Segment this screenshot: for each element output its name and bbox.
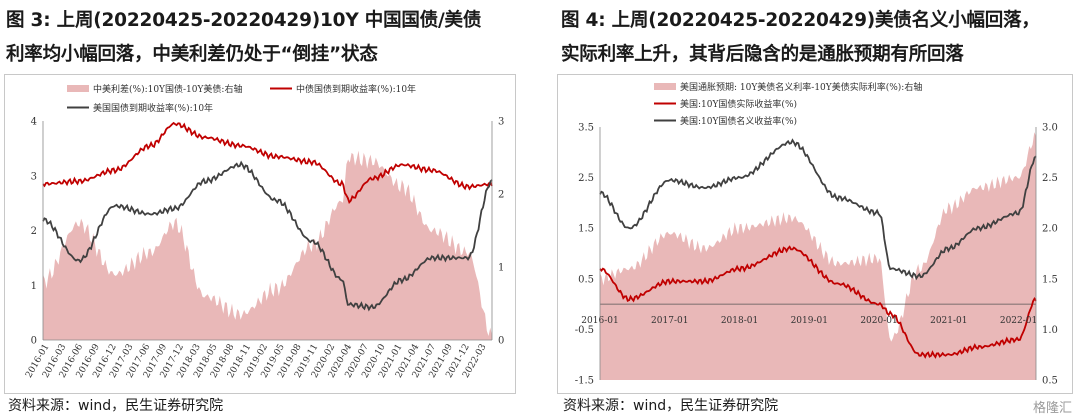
y-tick-label-left: 3.5 [578, 123, 594, 134]
y-tick-label-right: 2.0 [1042, 224, 1058, 235]
y-tick-label-right: 2 [498, 190, 504, 201]
y-tick-label-right: 0.5 [1042, 376, 1058, 387]
legend-label: 中债国债到期收益率(%):10年 [296, 83, 416, 95]
line-series-nominal-yield [599, 138, 1037, 281]
legend-swatch [654, 83, 676, 90]
y-tick-label-left: 2 [31, 226, 37, 237]
y-tick-label-right: 1.0 [1042, 325, 1058, 336]
chart-panel-right: 图 4: 上周(20220425-20220429)美债名义小幅回落， 实际利率… [555, 0, 1080, 420]
chart-title-line-1: 图 3: 上周(20220425-20220429)10Y 中国国债/美债 [6, 10, 482, 31]
y-tick-label-right: 1 [498, 263, 504, 274]
legend-label: 美国国债到期收益率(%):10年 [93, 102, 213, 114]
legend-swatch [67, 85, 89, 92]
watermark-logo: 格隆汇 [1032, 401, 1072, 416]
line-chart: 中美利差(%):10Y国债-10Y美债:右轴 中债国债到期收益率(%):10年美国… [24, 83, 504, 380]
area-series-breakeven [600, 132, 1036, 380]
line-chart: 美国通胀预期: 10Y美债名义利率-10Y美债实际利率(%):右轴美国:10Y国… [575, 81, 1058, 387]
y-tick-label-left: -1.5 [575, 376, 594, 387]
chart-frame: 美国通胀预期: 10Y美债名义利率-10Y美债实际利率(%):右轴 美国:10Y国… [557, 74, 1073, 394]
line-series-us-10y-yield [42, 160, 493, 312]
x-tick-label: 2016-01 [581, 316, 618, 326]
y-tick-label-left: 0 [31, 336, 37, 347]
x-tick-label: 2022-01 [1000, 316, 1037, 326]
line-series-real-yield [599, 245, 1037, 359]
y-tick-label-right: 0 [498, 336, 504, 347]
y-tick-label-left: -0.5 [575, 325, 594, 336]
y-tick-label-left: 4 [31, 117, 37, 128]
y-tick-label-left: 3 [31, 171, 37, 182]
chart-title-line-2: 利率均小幅回落，中美利差仍处于“倒挂”状态 [6, 44, 378, 65]
x-tick-label: 2017-01 [651, 316, 688, 326]
y-tick-label-right: 3.0 [1042, 123, 1058, 134]
legend-label: 美国通胀预期: 10Y美债名义利率-10Y美债实际利率(%):右轴 [680, 81, 922, 93]
chart-title-line-1: 图 4: 上周(20220425-20220429)美债名义小幅回落， [561, 10, 1040, 31]
source-note: 资料来源：wind，民生证券研究院 [8, 398, 224, 414]
chart-panel-left: 图 3: 上周(20220425-20220429)10Y 中国国债/美债 利率… [4, 4, 526, 414]
legend-label: 中美利差(%):10Y国债-10Y美债:右轴 [93, 83, 242, 95]
chart-title: 图 4: 上周(20220425-20220429)美债名义小幅回落， 实际利率… [561, 4, 1080, 72]
area-series-spread [43, 150, 492, 340]
chart-title-line-2: 实际利率上升，其背后隐含的是通胀预期有所回落 [561, 44, 964, 65]
legend-label: 美国:10Y国债名义收益率(%) [680, 115, 797, 127]
line-series-cn-10y-yield [42, 121, 493, 205]
y-tick-label-left: 1 [31, 281, 37, 292]
y-tick-label-right: 1.5 [1042, 274, 1058, 285]
x-tick-label: 2018-01 [721, 316, 758, 326]
y-tick-label-right: 3 [498, 117, 504, 128]
y-tick-label-right: 2.5 [1042, 173, 1058, 184]
x-tick-label: 2019-01 [791, 316, 828, 326]
y-tick-label-left: 0.5 [578, 274, 594, 285]
y-tick-label-left: 1.5 [578, 224, 594, 235]
x-tick-label: 2020-01 [860, 316, 897, 326]
chart-title: 图 3: 上周(20220425-20220429)10Y 中国国债/美债 利率… [6, 4, 526, 72]
y-tick-label-left: 2.5 [578, 173, 594, 184]
legend-label: 美国:10Y国债实际收益率(%) [680, 98, 797, 110]
x-tick-label: 2021-01 [930, 316, 967, 326]
chart-frame: 中美利差(%):10Y国债-10Y美债:右轴 中债国债到期收益率(%):10年美国… [4, 74, 516, 394]
source-note: 资料来源：wind，民生证券研究院 [563, 398, 779, 414]
